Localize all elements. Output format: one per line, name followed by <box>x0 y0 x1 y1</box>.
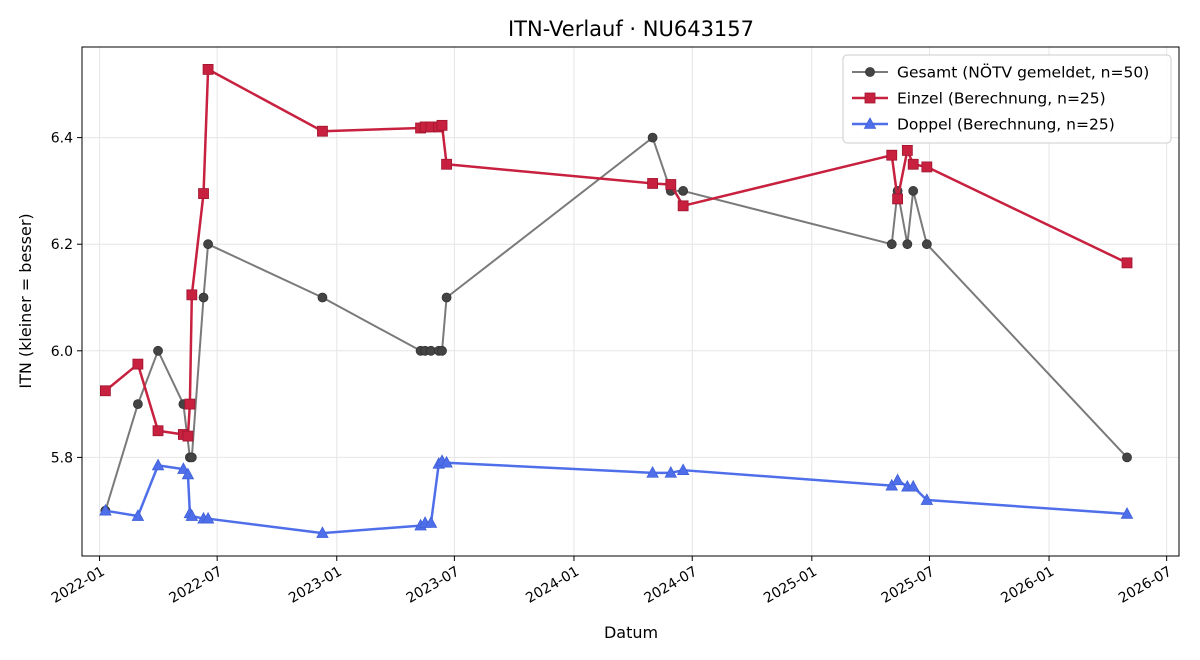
data-point <box>647 132 658 143</box>
data-point <box>131 509 145 521</box>
chart-title: ITN-Verlauf · NU643157 <box>508 17 754 41</box>
x-tick-label: 2026-07 <box>1116 564 1175 607</box>
data-point <box>892 193 904 205</box>
x-tick-label: 2025-07 <box>879 564 938 607</box>
data-point <box>201 511 215 524</box>
legend-label: Gesamt (NÖTV gemeldet, n=50) <box>897 63 1149 82</box>
data-point <box>647 178 658 189</box>
data-point <box>181 467 195 480</box>
y-tick-label: 6.2 <box>51 237 73 253</box>
data-point <box>316 526 329 538</box>
data-point <box>151 458 165 471</box>
x-tick-label: 2023-01 <box>286 564 345 607</box>
data-point <box>906 479 920 492</box>
data-point <box>184 398 196 410</box>
data-point <box>198 292 209 303</box>
data-point <box>436 119 448 131</box>
data-point <box>921 161 933 173</box>
series-layer <box>99 63 1134 538</box>
legend-marker <box>865 67 875 77</box>
data-point <box>886 239 897 250</box>
data-point <box>441 292 452 303</box>
data-point <box>441 158 452 170</box>
data-point <box>132 358 144 370</box>
data-point <box>99 385 111 397</box>
data-point <box>902 239 913 250</box>
data-point <box>185 509 199 521</box>
legend-item: Gesamt (NÖTV gemeldet, n=50) <box>852 63 1149 82</box>
data-point <box>676 463 690 475</box>
y-axis: 5.8 6.0 6.2 6.4 <box>51 131 82 466</box>
data-point <box>891 473 904 486</box>
data-point <box>678 186 689 196</box>
data-point <box>1120 507 1134 519</box>
data-point <box>424 516 438 528</box>
y-tick-label: 6.4 <box>51 131 73 147</box>
series-line <box>104 136 1128 511</box>
legend-item: Doppel (Berechnung, n=25) <box>852 116 1115 134</box>
data-point <box>646 466 659 478</box>
data-point <box>186 289 198 301</box>
data-point <box>665 179 677 190</box>
data-point <box>317 292 328 303</box>
legend-item: Einzel (Berechnung, n=25) <box>852 90 1106 108</box>
data-point <box>1121 257 1133 269</box>
x-tick-label: 2024-07 <box>642 564 701 607</box>
series-line <box>105 459 1128 535</box>
plot-frame <box>81 46 1180 557</box>
legend-box <box>842 54 1172 144</box>
x-axis-label: Datum <box>604 623 658 642</box>
legend: Gesamt (NÖTV gemeldet, n=50) Einzel (Bere… <box>842 54 1172 144</box>
y-axis-label: ITN (kleiner = besser) <box>16 213 35 388</box>
x-tick-label: 2022-07 <box>167 564 226 607</box>
data-point <box>901 144 913 156</box>
x-tick-label: 2023-07 <box>404 564 463 607</box>
data-point <box>664 466 678 478</box>
data-point <box>908 186 919 196</box>
data-point <box>198 188 209 199</box>
legend-label: Doppel (Berechnung, n=25) <box>897 116 1115 134</box>
y-tick-label: 6.0 <box>51 344 73 360</box>
legend-label: Einzel (Berechnung, n=25) <box>897 90 1106 108</box>
x-tick-label: 2024-01 <box>523 564 582 607</box>
data-point <box>920 493 934 505</box>
data-point <box>1122 452 1132 463</box>
data-point <box>203 239 213 250</box>
data-point <box>152 425 164 437</box>
data-point <box>202 63 214 75</box>
data-point <box>99 503 112 516</box>
x-tick-label: 2026-01 <box>998 564 1057 607</box>
data-point <box>886 149 898 161</box>
x-axis: 2022-01 2022-07 2023-01 2023-07 2024-01 2024-… <box>49 556 1175 607</box>
data-point <box>440 455 453 468</box>
series-2 <box>99 63 1133 442</box>
x-tick-label: 2022-01 <box>49 564 108 607</box>
data-point <box>153 345 163 356</box>
legend-marker <box>863 117 877 129</box>
legend-marker <box>864 92 876 104</box>
data-point <box>182 430 194 442</box>
data-point <box>437 345 447 356</box>
x-tick-label: 2025-01 <box>761 564 820 607</box>
series-3 <box>99 454 1134 538</box>
data-point <box>677 200 689 212</box>
data-point <box>186 452 197 463</box>
data-point <box>907 158 919 170</box>
data-point <box>317 125 328 137</box>
data-point <box>132 399 143 409</box>
y-tick-label: 5.8 <box>51 450 73 466</box>
data-point <box>921 239 932 250</box>
